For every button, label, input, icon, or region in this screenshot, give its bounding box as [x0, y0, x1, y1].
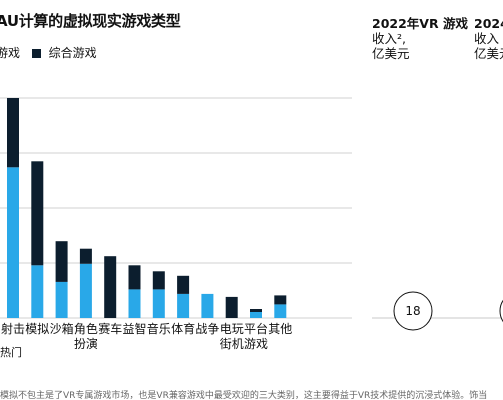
panel-2024-title: 2024 [474, 16, 503, 31]
panel-2024-unit: 亿美元 [474, 46, 503, 61]
x-tick-label: 体育 [171, 321, 195, 336]
x-tick-label: 扮演 [74, 336, 98, 351]
x-tick-label: 沙箱 [50, 321, 74, 336]
panel-2024-subtitle: 收入 [474, 31, 500, 46]
legend: 游戏 综合游戏 [0, 44, 105, 61]
x-tick-label: 街机 [220, 337, 244, 351]
legend-label-games: 游戏 [0, 46, 21, 60]
bar-integrated [250, 309, 262, 312]
gridlines [0, 97, 352, 319]
bar-integrated [152, 271, 165, 290]
panel-2022-unit: 亿美元 [372, 46, 410, 61]
value-circle-2022 [393, 291, 433, 331]
x-tick-label: 电玩 [220, 322, 244, 336]
x-tick-label: 射击 [1, 321, 25, 336]
legend-label-integrated: 综合游戏 [48, 46, 97, 60]
x-tick-label: 游戏 [244, 337, 268, 351]
bar-games [152, 289, 165, 318]
x-tick-label: 战争 [195, 322, 219, 336]
bar-games [55, 281, 68, 318]
bar-games [274, 304, 287, 318]
bar-games [201, 293, 214, 318]
value-2022: 18 [405, 304, 420, 318]
x-tick-label: 益智 [122, 321, 146, 336]
legend-item-games: 游戏 [0, 44, 20, 61]
value-circle-2024 [499, 299, 503, 323]
bar-integrated [104, 256, 117, 318]
x-tick-label: 模拟 [25, 322, 49, 336]
bar-games [250, 312, 262, 318]
category-note: 热门 [0, 345, 22, 359]
x-tick-label: 其他 [268, 322, 292, 336]
chart-title: AU计算的虚拟现实游戏类型 [0, 12, 181, 30]
bar-integrated [225, 296, 238, 318]
bar-integrated [79, 248, 92, 264]
bar-games [31, 265, 44, 318]
panel-2022-title: 2022年VR 游戏 [372, 16, 468, 31]
panel-2022-header: 2022年VR 游戏 收入², 亿美元 [372, 16, 468, 61]
legend-swatch-integrated [31, 49, 41, 58]
x-tick-label: 音乐 [147, 321, 171, 336]
bar-games [79, 263, 92, 318]
bar-integrated [7, 98, 19, 168]
bar-integrated [55, 241, 68, 282]
bar-integrated [128, 265, 141, 290]
bar-games [7, 167, 19, 318]
legend-item-integrated: 综合游戏 [31, 44, 97, 61]
bar-games [177, 293, 190, 318]
bar-integrated [274, 295, 287, 305]
bars [7, 98, 287, 318]
bar-games [128, 289, 141, 318]
panel-2024-header: 2024 收入 亿美元 [474, 16, 503, 61]
bar-integrated [177, 275, 190, 294]
footnote: 模拟不包主是了VR专属游戏市场，也是VR兼容游戏中最受欢迎的三大类别，这主要得益… [0, 391, 488, 400]
bar-integrated [31, 161, 44, 266]
x-tick-label: 赛车 [98, 321, 122, 336]
x-tick-label: 平台 [244, 321, 268, 336]
panel-2022-subtitle: 收入², [372, 31, 406, 46]
x-tick-label: 角色 [74, 322, 98, 336]
